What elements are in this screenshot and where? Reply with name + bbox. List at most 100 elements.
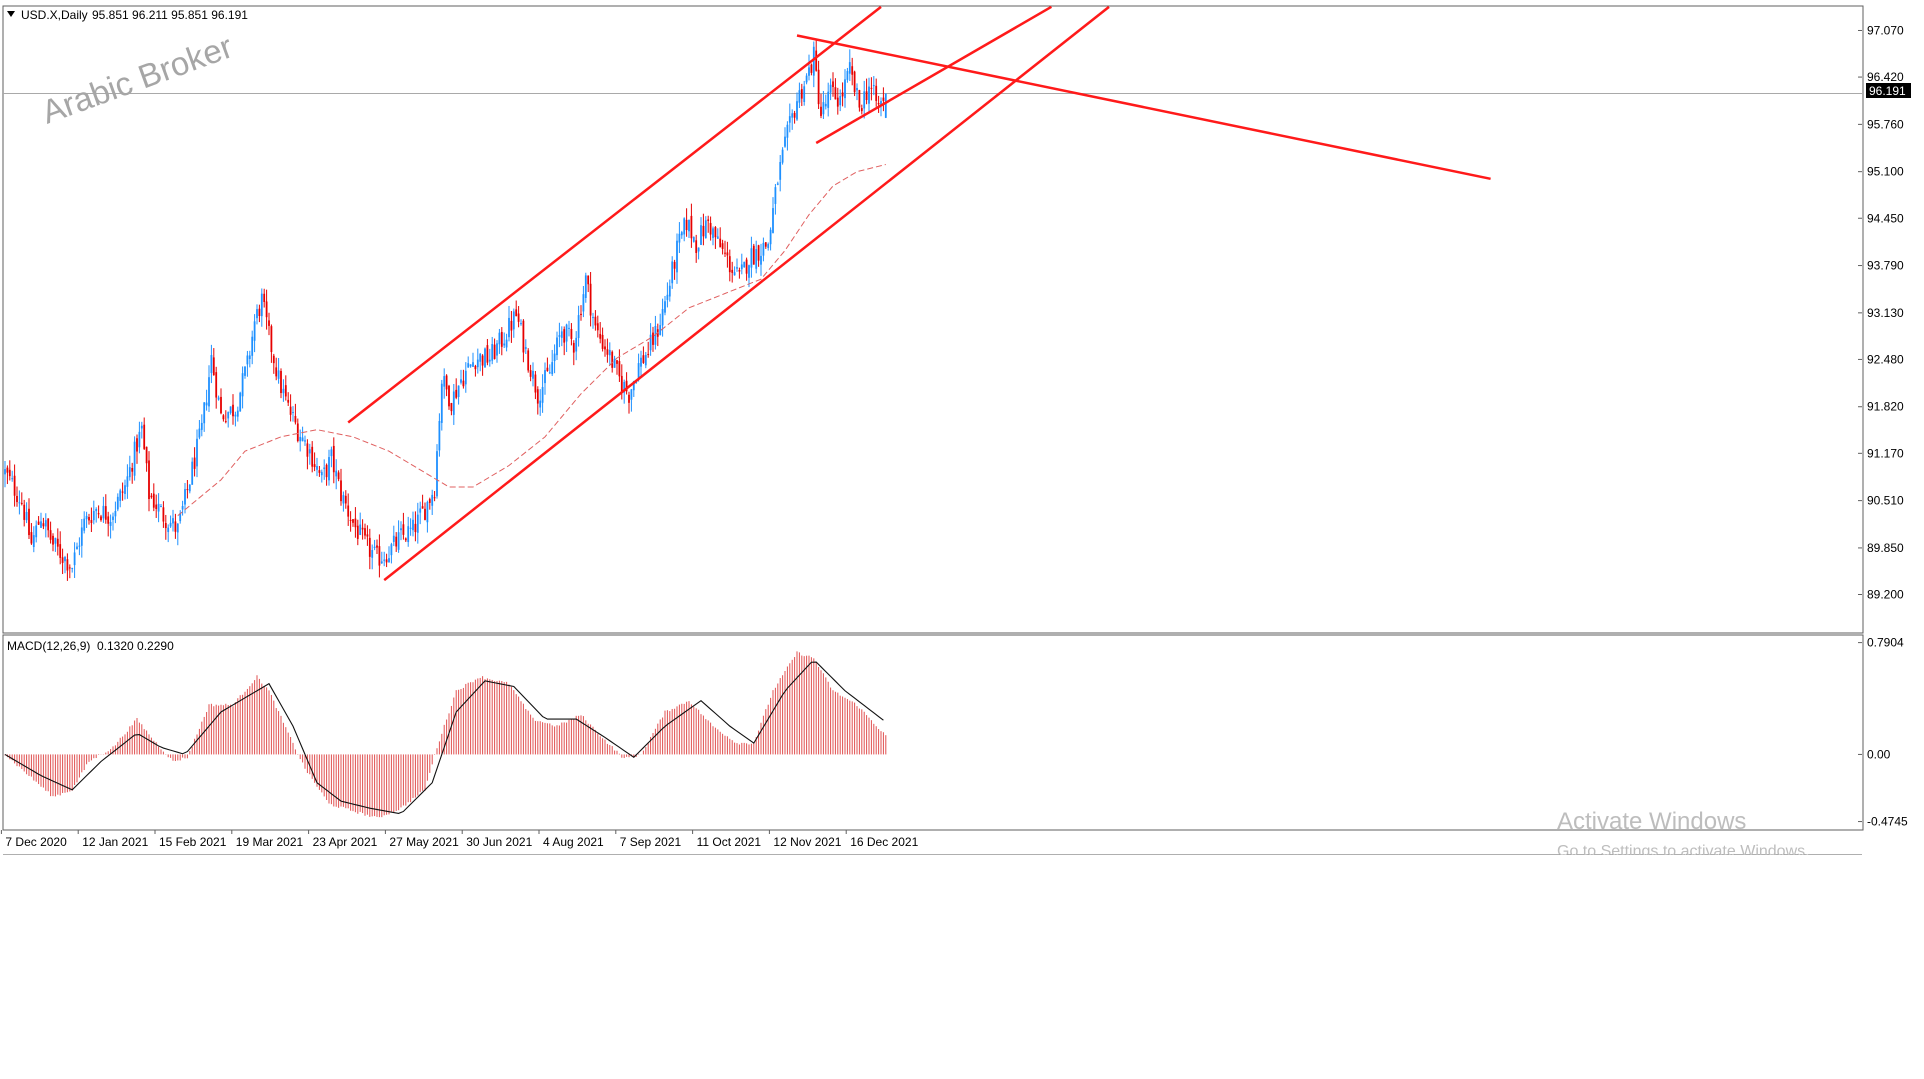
candle-body[interactable] [44,520,47,527]
candle-body[interactable] [448,385,450,407]
candle-body[interactable] [368,537,371,557]
candle-body[interactable] [313,464,316,468]
candle-body[interactable] [817,69,820,105]
candle-body[interactable] [152,493,155,508]
candle-body[interactable] [404,538,407,541]
candle-body[interactable] [277,370,280,379]
candle-body[interactable] [695,240,698,253]
candle-body[interactable] [822,102,825,115]
candle-body[interactable] [680,232,683,236]
candle-body[interactable] [335,470,338,477]
candle-body[interactable] [556,337,558,356]
candle-body[interactable] [724,252,726,254]
candle-body[interactable] [824,103,827,107]
candle-body[interactable] [570,328,573,339]
candle-body[interactable] [683,218,686,235]
candle-body[interactable] [743,262,746,268]
candle-body[interactable] [452,391,455,415]
candle-body[interactable] [750,248,753,268]
candle-body[interactable] [160,506,162,508]
candle-body[interactable] [613,358,616,368]
candle-body[interactable] [155,504,158,509]
candle-body[interactable] [515,309,518,317]
candle-body[interactable] [150,495,153,498]
candle-body[interactable] [762,242,765,256]
trendline[interactable] [347,6,882,424]
candle-body[interactable] [517,313,520,322]
candle-body[interactable] [604,346,606,350]
candle-body[interactable] [592,317,594,319]
candle-body[interactable] [829,84,832,93]
candle-body[interactable] [714,227,717,238]
candle-body[interactable] [565,324,568,342]
candle-body[interactable] [697,247,700,252]
candle-body[interactable] [618,361,621,377]
candle-body[interactable] [246,355,249,365]
candle-body[interactable] [121,491,124,493]
candle-body[interactable] [323,467,326,470]
candle-body[interactable] [836,97,839,107]
candle-body[interactable] [688,219,690,232]
candle-body[interactable] [256,309,258,319]
candle-body[interactable] [330,449,333,457]
candle-body[interactable] [731,269,734,273]
candle-body[interactable] [767,244,770,248]
candle-body[interactable] [136,438,138,452]
candle-body[interactable] [882,97,885,101]
candle-body[interactable] [690,215,693,239]
candle-body[interactable] [196,438,198,467]
candle-body[interactable] [608,349,611,356]
candle-body[interactable] [356,525,359,539]
candle-body[interactable] [344,495,347,504]
candle-body[interactable] [390,544,393,556]
candle-body[interactable] [546,367,549,372]
candle-body[interactable] [628,394,630,403]
candle-body[interactable] [748,265,750,278]
candle-body[interactable] [884,93,887,118]
candle-body[interactable] [392,535,395,542]
candle-body[interactable] [251,336,254,356]
candle-body[interactable] [424,508,426,520]
candle-body[interactable] [263,293,266,302]
candle-body[interactable] [606,349,609,355]
trendline[interactable] [383,6,1110,582]
candle-body[interactable] [184,489,186,505]
candle-body[interactable] [848,62,851,74]
trendlines[interactable] [347,6,1491,582]
candle-body[interactable] [752,245,755,265]
candle-body[interactable] [164,523,167,529]
candle-body[interactable] [200,422,203,430]
candle-body[interactable] [594,316,597,326]
candle-body[interactable] [548,372,551,374]
candle-body[interactable] [784,136,786,147]
candle-body[interactable] [846,71,849,80]
candle-body[interactable] [551,362,554,375]
candle-body[interactable] [839,95,842,106]
candle-body[interactable] [292,412,294,414]
candle-body[interactable] [385,559,388,563]
candle-body[interactable] [568,327,570,329]
candle-body[interactable] [227,412,230,419]
candle-body[interactable] [654,326,657,345]
candle-body[interactable] [301,437,304,442]
candle-body[interactable] [95,509,98,512]
candle-body[interactable] [4,469,6,475]
candle-body[interactable] [131,467,134,472]
candle-body[interactable] [757,245,760,261]
candle-body[interactable] [433,497,436,499]
candle-body[interactable] [114,510,117,517]
candle-body[interactable] [668,285,671,297]
candle-body[interactable] [810,64,813,73]
candle-body[interactable] [764,242,767,247]
candle-body[interactable] [258,308,261,317]
candle-body[interactable] [736,267,738,269]
candle-body[interactable] [522,320,525,353]
candle-body[interactable] [644,354,647,366]
candle-body[interactable] [234,414,237,417]
candle-body[interactable] [287,399,290,403]
candle-body[interactable] [796,101,798,120]
candle-body[interactable] [788,116,791,123]
candle-body[interactable] [102,505,105,519]
candle-body[interactable] [296,423,299,441]
candle-body[interactable] [647,353,650,355]
